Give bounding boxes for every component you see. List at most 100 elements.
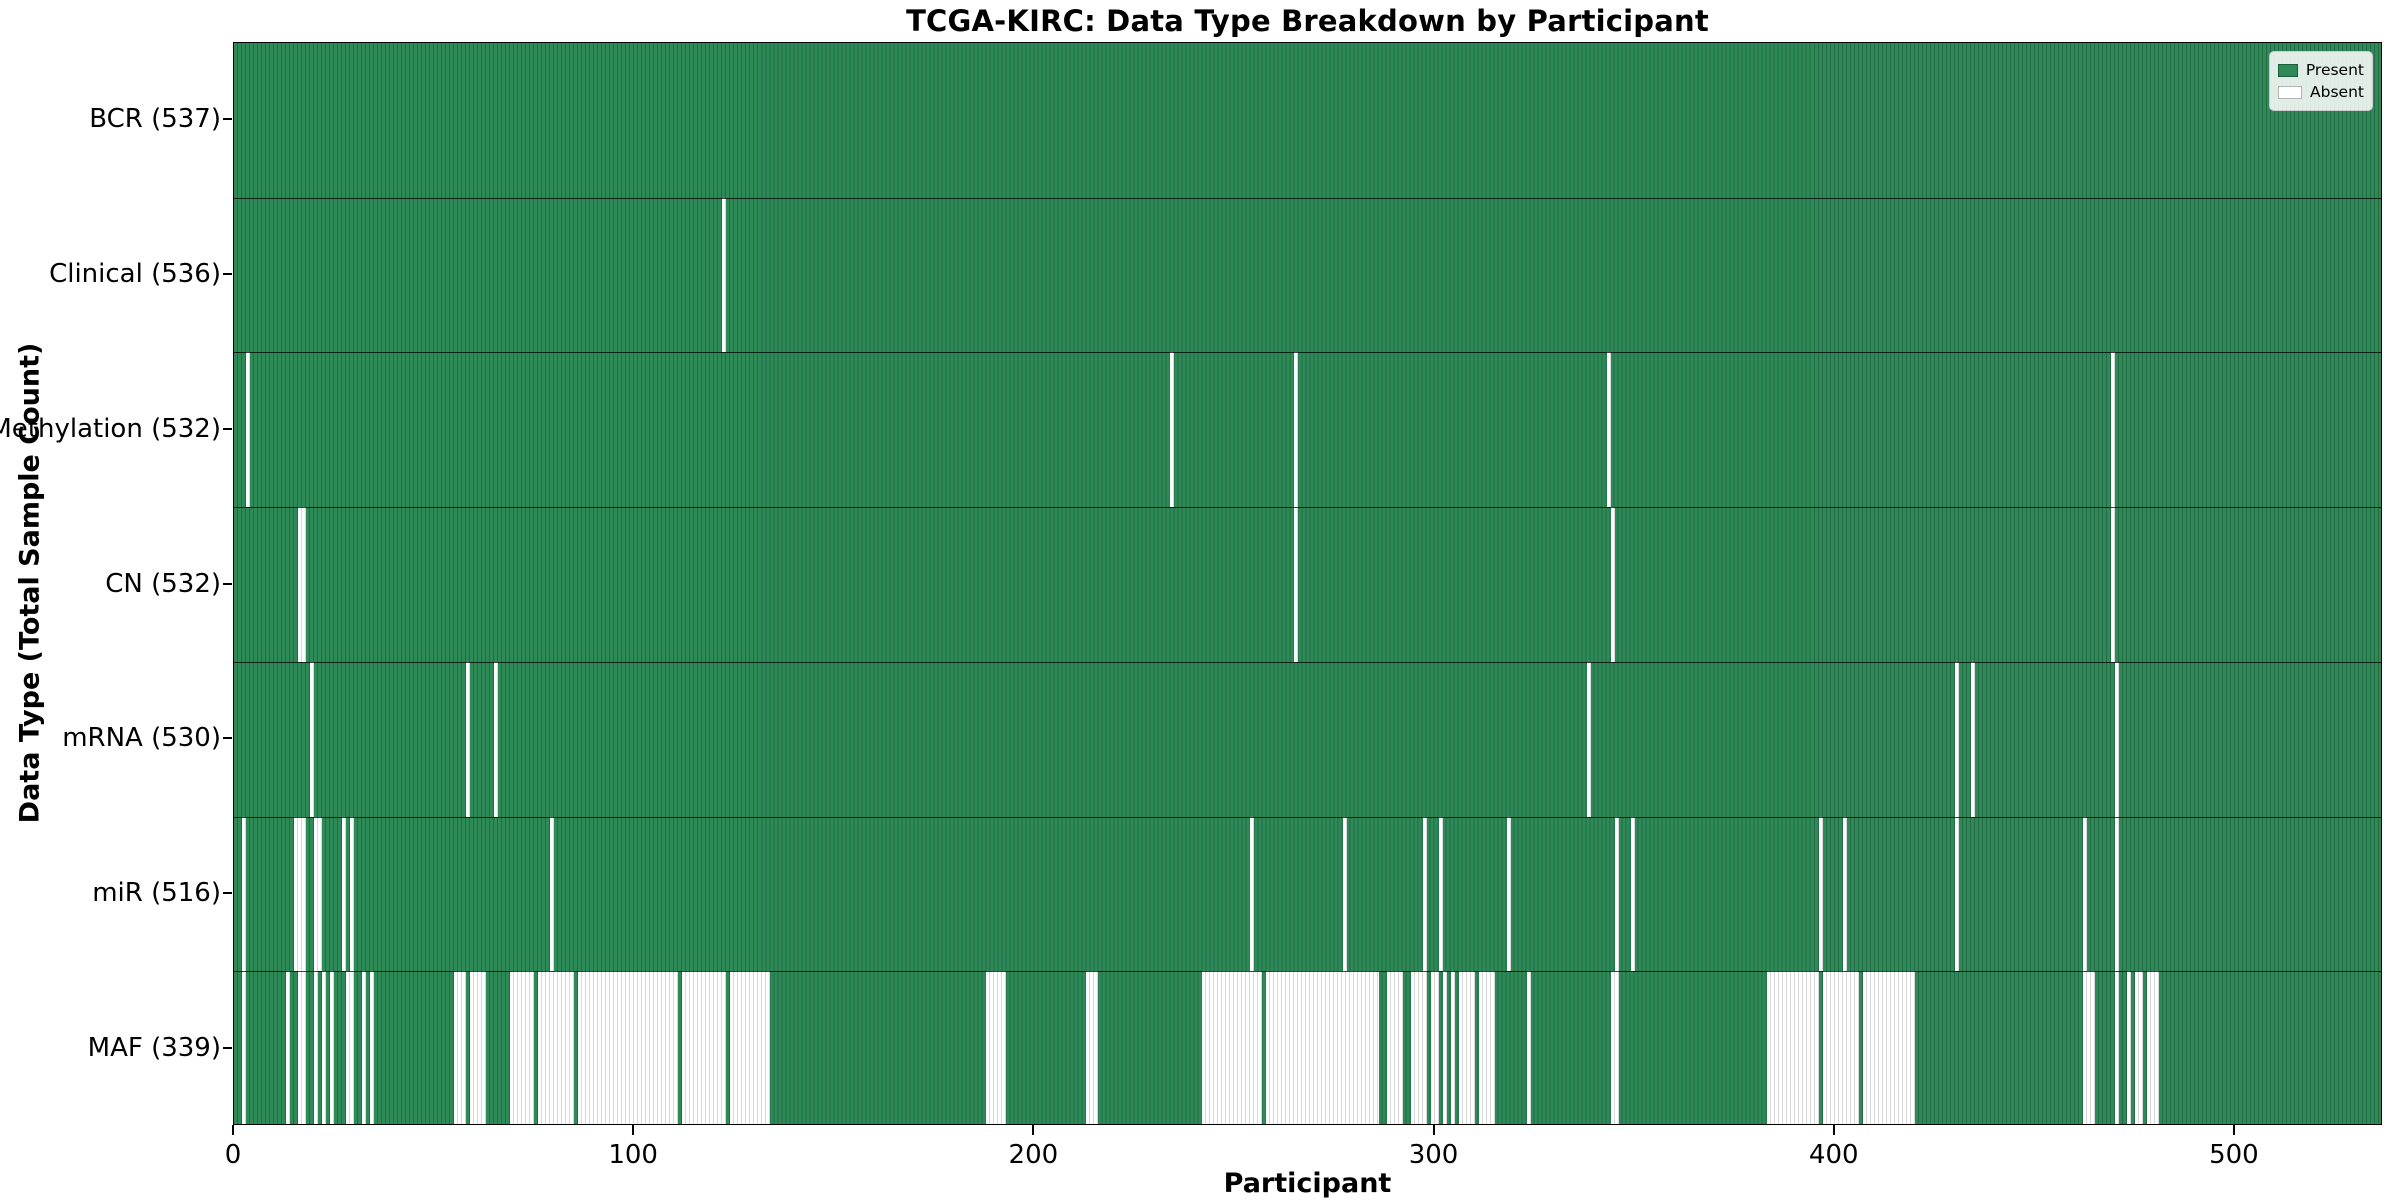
x-tick-mark bbox=[2232, 1125, 2235, 1135]
absent-stripe bbox=[2134, 971, 2143, 1124]
absent-stripe bbox=[2114, 971, 2119, 1124]
legend-item-present: Present bbox=[2278, 59, 2364, 81]
absent-stripe bbox=[1822, 971, 1859, 1124]
x-tick-label-200: 200 bbox=[1008, 1140, 1059, 1170]
y-tick-label-bcr: BCR (537) bbox=[89, 104, 221, 135]
absent-stripe bbox=[322, 971, 327, 1124]
y-tick-mark bbox=[223, 273, 232, 276]
absent-stripe bbox=[2082, 816, 2087, 972]
absent-stripe bbox=[286, 971, 291, 1124]
absent-stripe bbox=[1862, 971, 1915, 1124]
absent-stripe bbox=[1386, 971, 1403, 1124]
row-band-clinical bbox=[234, 197, 2381, 353]
absent-stripe bbox=[1630, 816, 1635, 972]
absent-stripe bbox=[1954, 661, 1959, 817]
y-tick-mark bbox=[223, 891, 232, 894]
absent-stripe bbox=[342, 816, 347, 972]
absent-stripe bbox=[1610, 971, 1619, 1124]
row-band-mrna bbox=[234, 661, 2381, 817]
absent-stripe bbox=[314, 971, 319, 1124]
absent-stripe bbox=[1842, 816, 1847, 972]
y-tick-label-methylation: Methylation (532) bbox=[0, 413, 221, 444]
absent-stripe bbox=[538, 971, 575, 1124]
x-tick-label-500: 500 bbox=[2209, 1140, 2259, 1170]
absent-stripe bbox=[2114, 661, 2119, 817]
absent-stripe bbox=[466, 661, 471, 817]
absent-stripe bbox=[1954, 816, 1959, 972]
absent-stripe bbox=[1422, 816, 1427, 972]
x-tick-mark bbox=[232, 1125, 234, 1135]
row-separator bbox=[234, 507, 2381, 509]
absent-stripe bbox=[242, 816, 246, 972]
absent-stripe bbox=[1294, 352, 1299, 508]
absent-stripe bbox=[550, 816, 555, 972]
y-tick-mark bbox=[223, 582, 232, 585]
x-tick-label-400: 400 bbox=[1808, 1140, 1859, 1170]
absent-stripe bbox=[1438, 816, 1443, 972]
row-band-methylation bbox=[234, 352, 2381, 508]
row-separator bbox=[234, 352, 2381, 354]
absent-stripe bbox=[986, 971, 1007, 1124]
y-tick-label-mrna: mRNA (530) bbox=[62, 723, 221, 754]
absent-stripe bbox=[1170, 352, 1175, 508]
y-axis-label: Data Type (Total Sample Count) bbox=[14, 342, 46, 824]
x-tick-label-300: 300 bbox=[1408, 1140, 1459, 1170]
absent-stripe bbox=[1442, 971, 1447, 1124]
absent-stripe bbox=[494, 661, 499, 817]
absent-stripe bbox=[2114, 816, 2119, 972]
y-tick-mark bbox=[223, 118, 232, 121]
y-tick-mark bbox=[223, 1046, 232, 1049]
x-tick-mark bbox=[1432, 1125, 1435, 1135]
y-tick-label-maf: MAF (339) bbox=[87, 1032, 221, 1063]
absent-stripe bbox=[2110, 507, 2115, 662]
chart-title: TCGA-KIRC: Data Type Breakdown by Partic… bbox=[906, 4, 1709, 38]
absent-stripe bbox=[1606, 352, 1611, 508]
absent-stripe bbox=[2110, 352, 2115, 508]
absent-stripe bbox=[242, 971, 246, 1124]
legend-swatch-absent-icon bbox=[2278, 85, 2303, 99]
row-separator bbox=[234, 197, 2381, 199]
absent-stripe bbox=[1266, 971, 1379, 1124]
absent-stripe bbox=[2146, 971, 2159, 1124]
row-band-cn bbox=[234, 507, 2381, 662]
x-tick-label-100: 100 bbox=[608, 1140, 658, 1170]
absent-stripe bbox=[1250, 816, 1255, 972]
absent-stripe bbox=[314, 816, 323, 972]
x-tick-mark bbox=[1832, 1125, 1835, 1135]
absent-stripe bbox=[1086, 971, 1099, 1124]
absent-stripe bbox=[362, 971, 367, 1124]
absent-stripe bbox=[1970, 661, 1975, 817]
legend-item-absent: Absent bbox=[2278, 81, 2364, 103]
absent-stripe bbox=[1294, 507, 1299, 662]
x-tick-mark bbox=[632, 1125, 635, 1135]
absent-stripe bbox=[2126, 971, 2131, 1124]
absent-stripe bbox=[346, 971, 355, 1124]
absent-stripe bbox=[1506, 816, 1511, 972]
y-tick-mark bbox=[223, 427, 232, 430]
absent-stripe bbox=[1342, 816, 1347, 972]
absent-stripe bbox=[294, 816, 307, 972]
absent-stripe bbox=[1478, 971, 1495, 1124]
absent-stripe bbox=[310, 661, 315, 817]
x-axis-label: Participant bbox=[1223, 1168, 1392, 1199]
y-tick-label-mir: miR (516) bbox=[92, 877, 221, 908]
row-separator bbox=[234, 661, 2381, 663]
absent-stripe bbox=[2082, 971, 2095, 1124]
row-separator bbox=[234, 971, 2381, 973]
absent-stripe bbox=[470, 971, 487, 1124]
absent-stripe bbox=[1610, 507, 1615, 662]
absent-stripe bbox=[370, 971, 375, 1124]
absent-stripe bbox=[1410, 971, 1427, 1124]
row-band-maf bbox=[234, 971, 2381, 1124]
legend: Present Absent bbox=[2269, 51, 2373, 111]
absent-stripe bbox=[1450, 971, 1455, 1124]
row-band-bcr bbox=[234, 43, 2381, 198]
row-band-mir bbox=[234, 816, 2381, 972]
absent-stripe bbox=[298, 507, 307, 662]
legend-label-absent: Absent bbox=[2310, 83, 2364, 101]
absent-stripe bbox=[1458, 971, 1475, 1124]
absent-stripe bbox=[1766, 971, 1819, 1124]
absent-stripe bbox=[454, 971, 467, 1124]
absent-stripe bbox=[298, 971, 307, 1124]
y-tick-label-cn: CN (532) bbox=[105, 568, 221, 599]
